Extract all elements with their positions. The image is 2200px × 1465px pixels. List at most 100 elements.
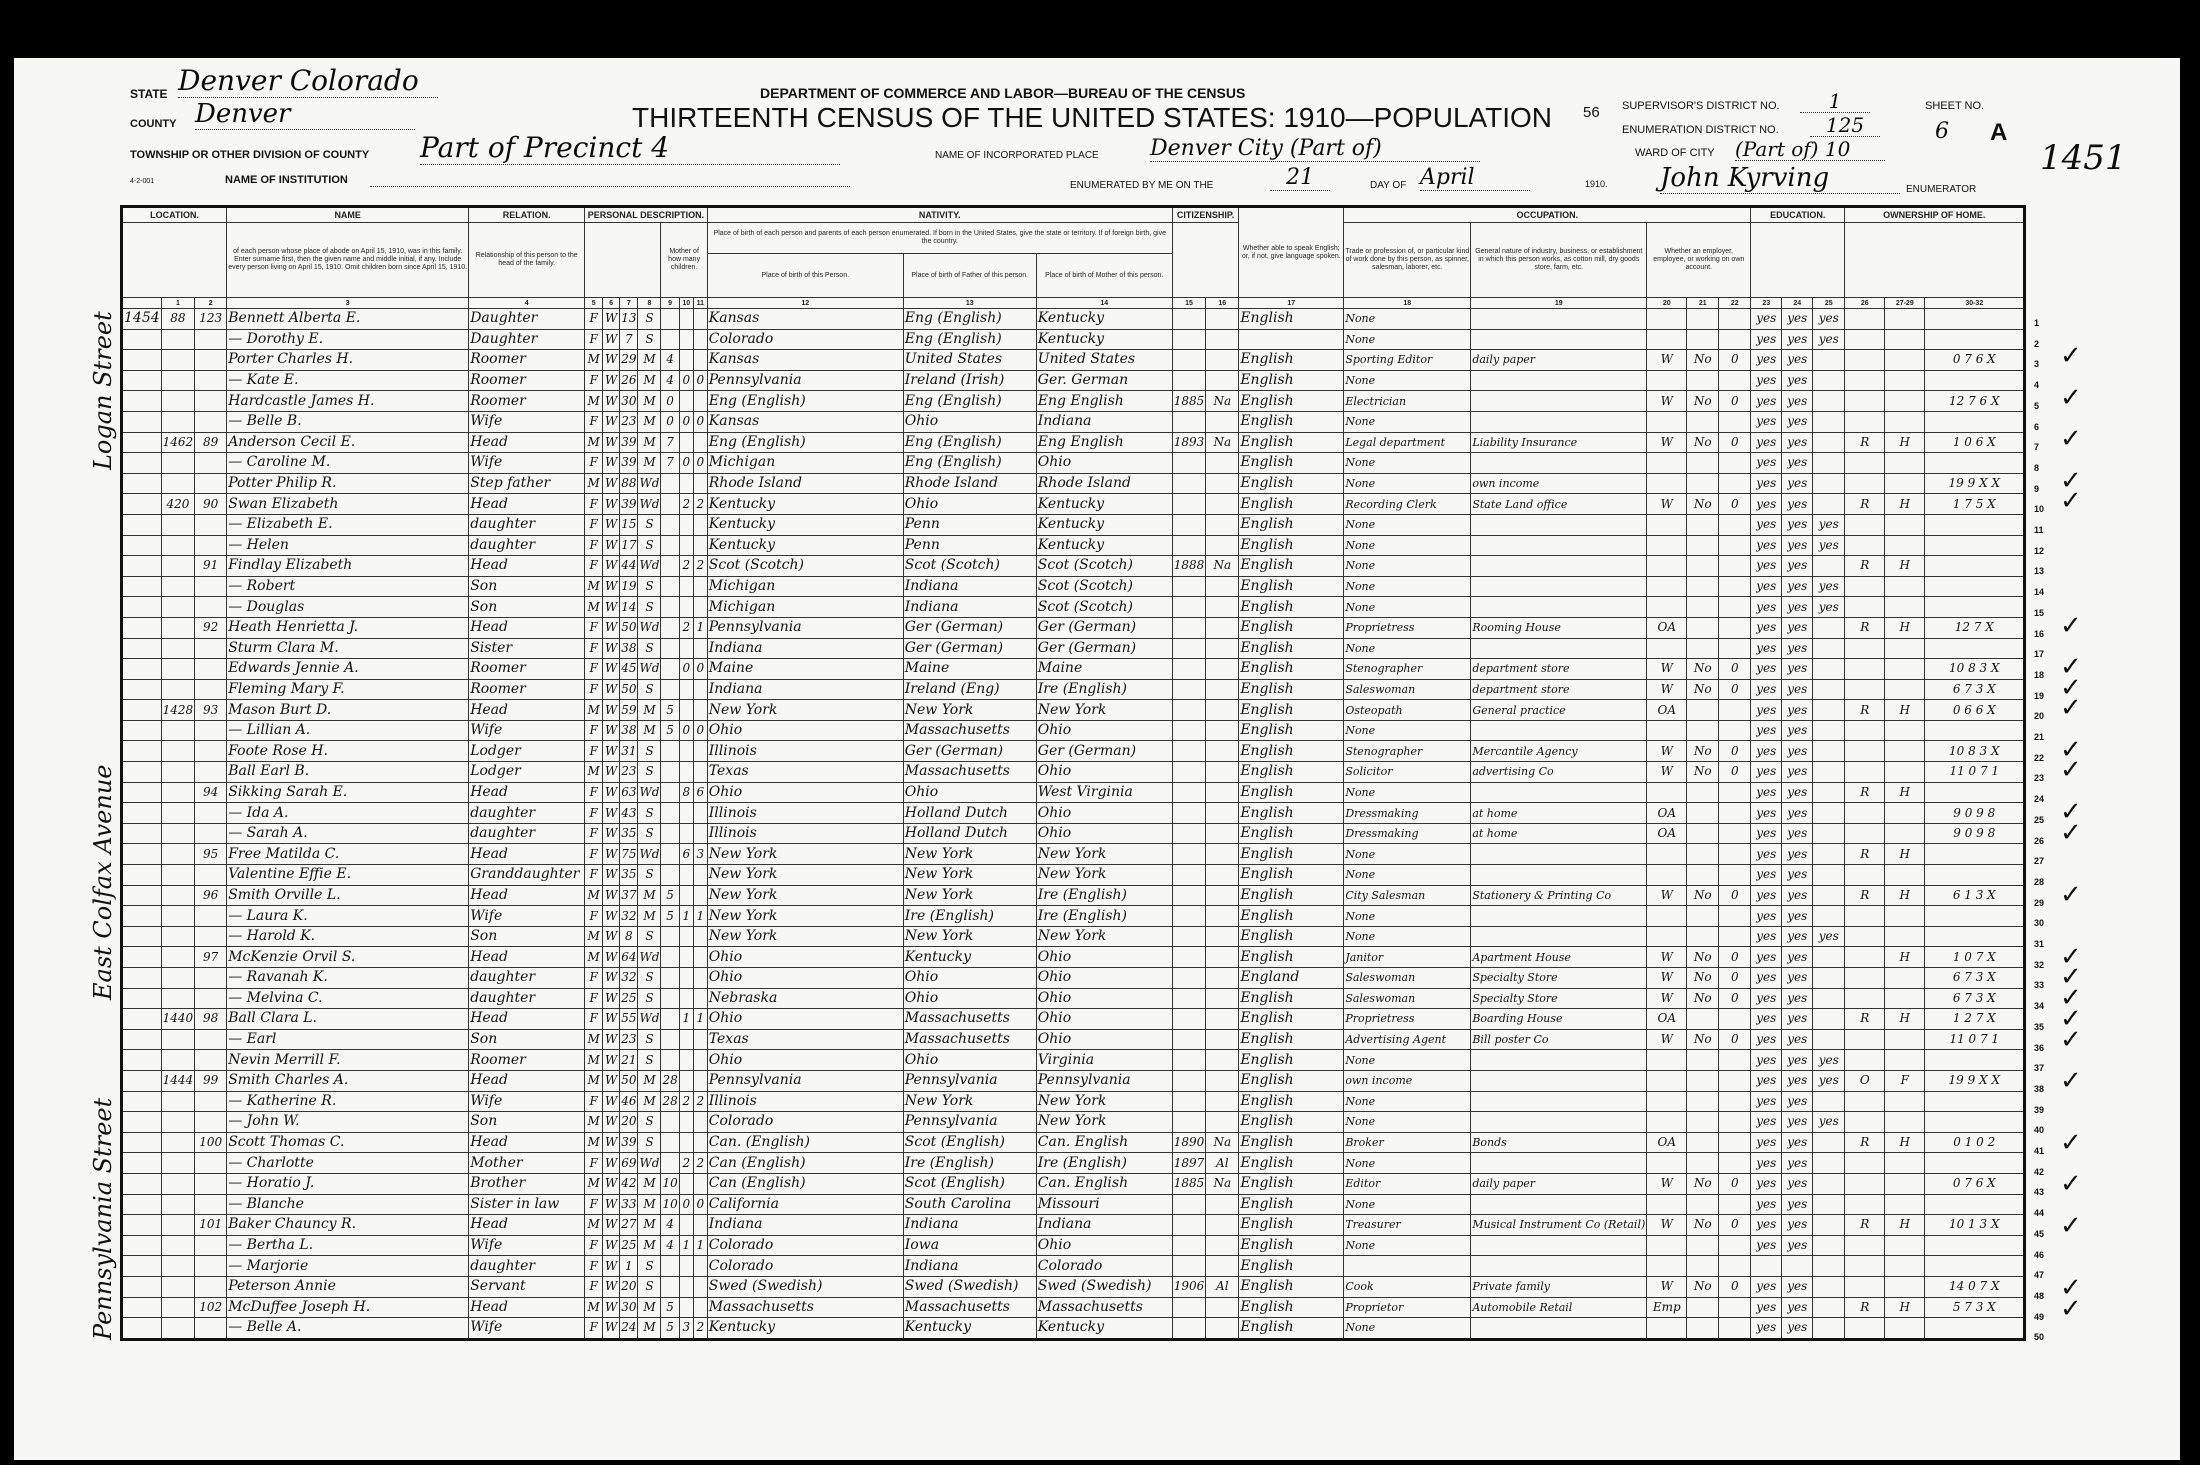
can-read-cell: yes [1750,905,1783,927]
ownership-codes-cell [1924,905,2026,927]
years-married-cell [660,761,680,783]
employment-class-cell [1646,308,1688,330]
can-write-cell: yes [1781,761,1814,783]
school-attendance-cell: yes [1812,1049,1846,1071]
ownership-codes-cell [1924,781,2026,804]
immigration-year-cell: 1906 [1171,1275,1207,1298]
marital-status-cell: M [637,1317,662,1340]
naturalization-cell [1205,410,1240,433]
age-cell: 39 [619,431,639,454]
weeks-out-cell [1718,802,1752,824]
street-cell [121,884,162,907]
marital-status-cell: S [637,637,662,660]
line-number: 47 [2034,1270,2045,1281]
ownership-codes-cell [1924,369,2026,392]
citizenship-subheader [1171,222,1240,298]
ownership-codes-cell: 11 0 7 1 [1924,1028,2026,1051]
school-attendance-cell [1812,1008,1846,1030]
relation-cell: daughter [468,987,586,1010]
home-owned-cell [1844,1317,1886,1340]
school-attendance-cell [1812,431,1846,454]
home-owned-cell [1844,761,1886,783]
ownership-codes-cell [1924,534,2026,557]
father-birthplace-cell: Scot (English) [902,1131,1037,1154]
line-number: 18 [2034,669,2045,680]
age-cell: 45 [619,658,639,680]
can-write-cell: yes [1781,1028,1814,1051]
relation-cell: Granddaughter [468,864,586,886]
education-header: EDUCATION. [1750,206,1846,223]
race-cell: W [602,555,621,577]
line-number: 9 [2034,483,2040,494]
census-row: — Earl Son M W 23 S Texas Massachusetts Ohio Engl… [121,1028,2026,1051]
census-row: — Sarah A. daughter F W 35 S Illinois Holland D… [121,822,2026,845]
children-born-cell [678,1028,694,1051]
can-read-cell: yes [1750,967,1783,989]
ownership-codes-cell: 10 8 3 X [1924,740,2026,763]
home-owned-cell [1844,390,1886,412]
mother-birthplace-cell: Scot (Scotch) [1035,596,1173,618]
industry-cell: Liability Insurance [1470,431,1648,454]
line-number: 26 [2034,835,2045,846]
sex-cell: F [584,1255,604,1277]
father-birthplace-cell: Massachusetts [902,1296,1037,1319]
years-married-cell [660,925,680,948]
mother-birthplace-cell: Ohio [1035,1008,1173,1030]
census-row: 97 McKenzie Orvil S. Head M W 64 Wd Ohio Kentuck… [121,946,2026,968]
sex-cell: M [584,349,604,371]
weeks-out-cell: 0 [1718,349,1752,371]
checkmark-icon: ✓ [2060,755,2082,786]
census-row: — Kate E. Roomer F W 26 M 4 0 0 Pennsylvania Irela… [121,369,2026,392]
mother-birthplace-cell: Virginia [1035,1049,1173,1071]
naturalization-cell [1205,905,1240,927]
mother-birthplace-cell: Can. English [1035,1172,1173,1195]
family-number-cell: 100 [194,1131,228,1154]
language-cell: English [1238,1234,1345,1257]
industry-cell [1470,534,1648,557]
can-read-cell: yes [1750,1275,1783,1298]
sex-cell: M [584,1049,604,1071]
age-cell: 50 [619,678,639,701]
dwelling-number-cell [160,369,196,392]
race-cell: W [602,822,621,845]
can-read-cell [1750,1255,1783,1277]
home-owned-cell [1844,1172,1886,1195]
naturalization-cell [1205,1090,1240,1113]
line-number: 48 [2034,1290,2045,1301]
language-cell: English [1238,905,1345,927]
immigration-year-cell: 1890 [1171,1131,1207,1154]
age-cell: 50 [619,616,639,639]
home-free-cell [1884,761,1926,783]
street-cell [121,802,162,824]
home-free-cell [1884,513,1926,536]
children-living-cell [692,1131,708,1154]
column-number: 8 [637,297,662,309]
family-number-cell [194,905,228,927]
line-number: 17 [2034,649,2045,660]
children-living-cell [692,678,708,701]
years-married-cell: 5 [660,884,680,907]
weeks-out-cell [1718,637,1752,660]
birthplace-cell: Illinois [706,822,904,845]
children-born-cell: 2 [678,616,694,639]
column-number: 10 [678,297,694,309]
out-of-work-cell [1686,1234,1720,1257]
home-owned-cell [1844,1028,1886,1051]
industry-cell [1470,719,1648,742]
person-name-cell: — Harold K. [226,925,470,948]
sheet-value: 6 [1935,119,1949,144]
marital-status-cell: Wd [637,472,662,495]
dwelling-number-cell [160,575,196,598]
person-name-cell: — Ida A. [226,802,470,824]
family-number-cell [194,575,228,598]
census-row: 96 Smith Orville L. Head M W 37 M 5 New York New … [121,884,2026,907]
father-birthplace-cell: Kentucky [902,946,1037,968]
industry-cell: daily paper [1470,349,1648,371]
family-number-cell [194,1193,228,1216]
marital-status-cell: S [637,1028,662,1051]
industry-cell: Stationery & Printing Co [1470,884,1648,907]
out-of-work-cell [1686,369,1720,392]
language-cell: English [1238,946,1345,968]
street-cell [121,410,162,433]
employment-class-cell [1646,472,1688,495]
